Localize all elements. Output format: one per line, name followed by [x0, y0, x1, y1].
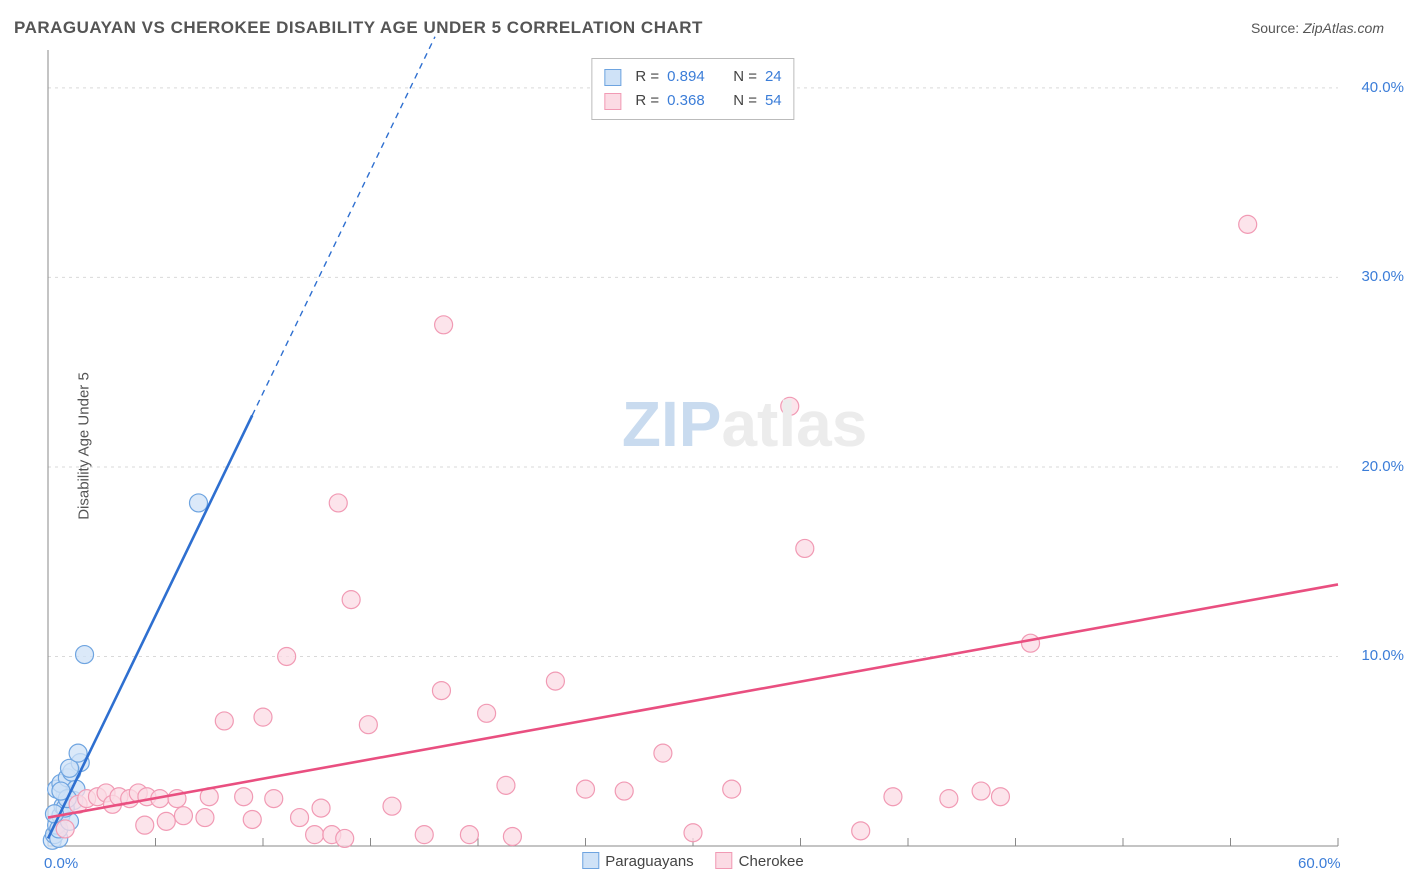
stat-n-value: 54	[765, 89, 782, 113]
legend-swatch	[604, 93, 621, 110]
y-tick-label: 20.0%	[1361, 458, 1404, 475]
legend-swatch	[604, 69, 621, 86]
chart-title: PARAGUAYAN VS CHEROKEE DISABILITY AGE UN…	[14, 18, 703, 38]
legend-label: Cherokee	[739, 853, 804, 870]
legend-swatch	[582, 852, 599, 869]
stats-row: R = 0.894 N = 24	[604, 65, 781, 89]
chart-svg	[48, 50, 1338, 846]
legend-item: Cherokee	[716, 852, 804, 870]
y-tick-label: 30.0%	[1361, 268, 1404, 285]
legend-swatch	[716, 852, 733, 869]
chart-container: PARAGUAYAN VS CHEROKEE DISABILITY AGE UN…	[0, 0, 1406, 892]
stat-r-value: 0.368	[667, 89, 705, 113]
stat-r-label: R =	[635, 65, 659, 89]
stats-legend: R = 0.894 N = 24R = 0.368 N = 54	[591, 58, 794, 120]
plot-area: ZIPatlas R = 0.894 N = 24R = 0.368 N = 5…	[48, 50, 1338, 846]
stat-r-value: 0.894	[667, 65, 705, 89]
source-value: ZipAtlas.com	[1303, 20, 1384, 36]
x-tick-label: 0.0%	[44, 855, 78, 872]
legend-label: Paraguayans	[605, 853, 693, 870]
stat-n-label: N =	[733, 89, 757, 113]
stat-r-label: R =	[635, 89, 659, 113]
series-legend: Paraguayans Cherokee	[582, 852, 803, 870]
stat-n-label: N =	[733, 65, 757, 89]
y-tick-label: 10.0%	[1361, 647, 1404, 664]
y-tick-label: 40.0%	[1361, 79, 1404, 96]
x-tick-label: 60.0%	[1298, 855, 1341, 872]
stats-row: R = 0.368 N = 54	[604, 89, 781, 113]
legend-item: Paraguayans	[582, 852, 693, 870]
source-attribution: Source: ZipAtlas.com	[1251, 20, 1384, 36]
stat-n-value: 24	[765, 65, 782, 89]
source-label: Source:	[1251, 20, 1299, 36]
